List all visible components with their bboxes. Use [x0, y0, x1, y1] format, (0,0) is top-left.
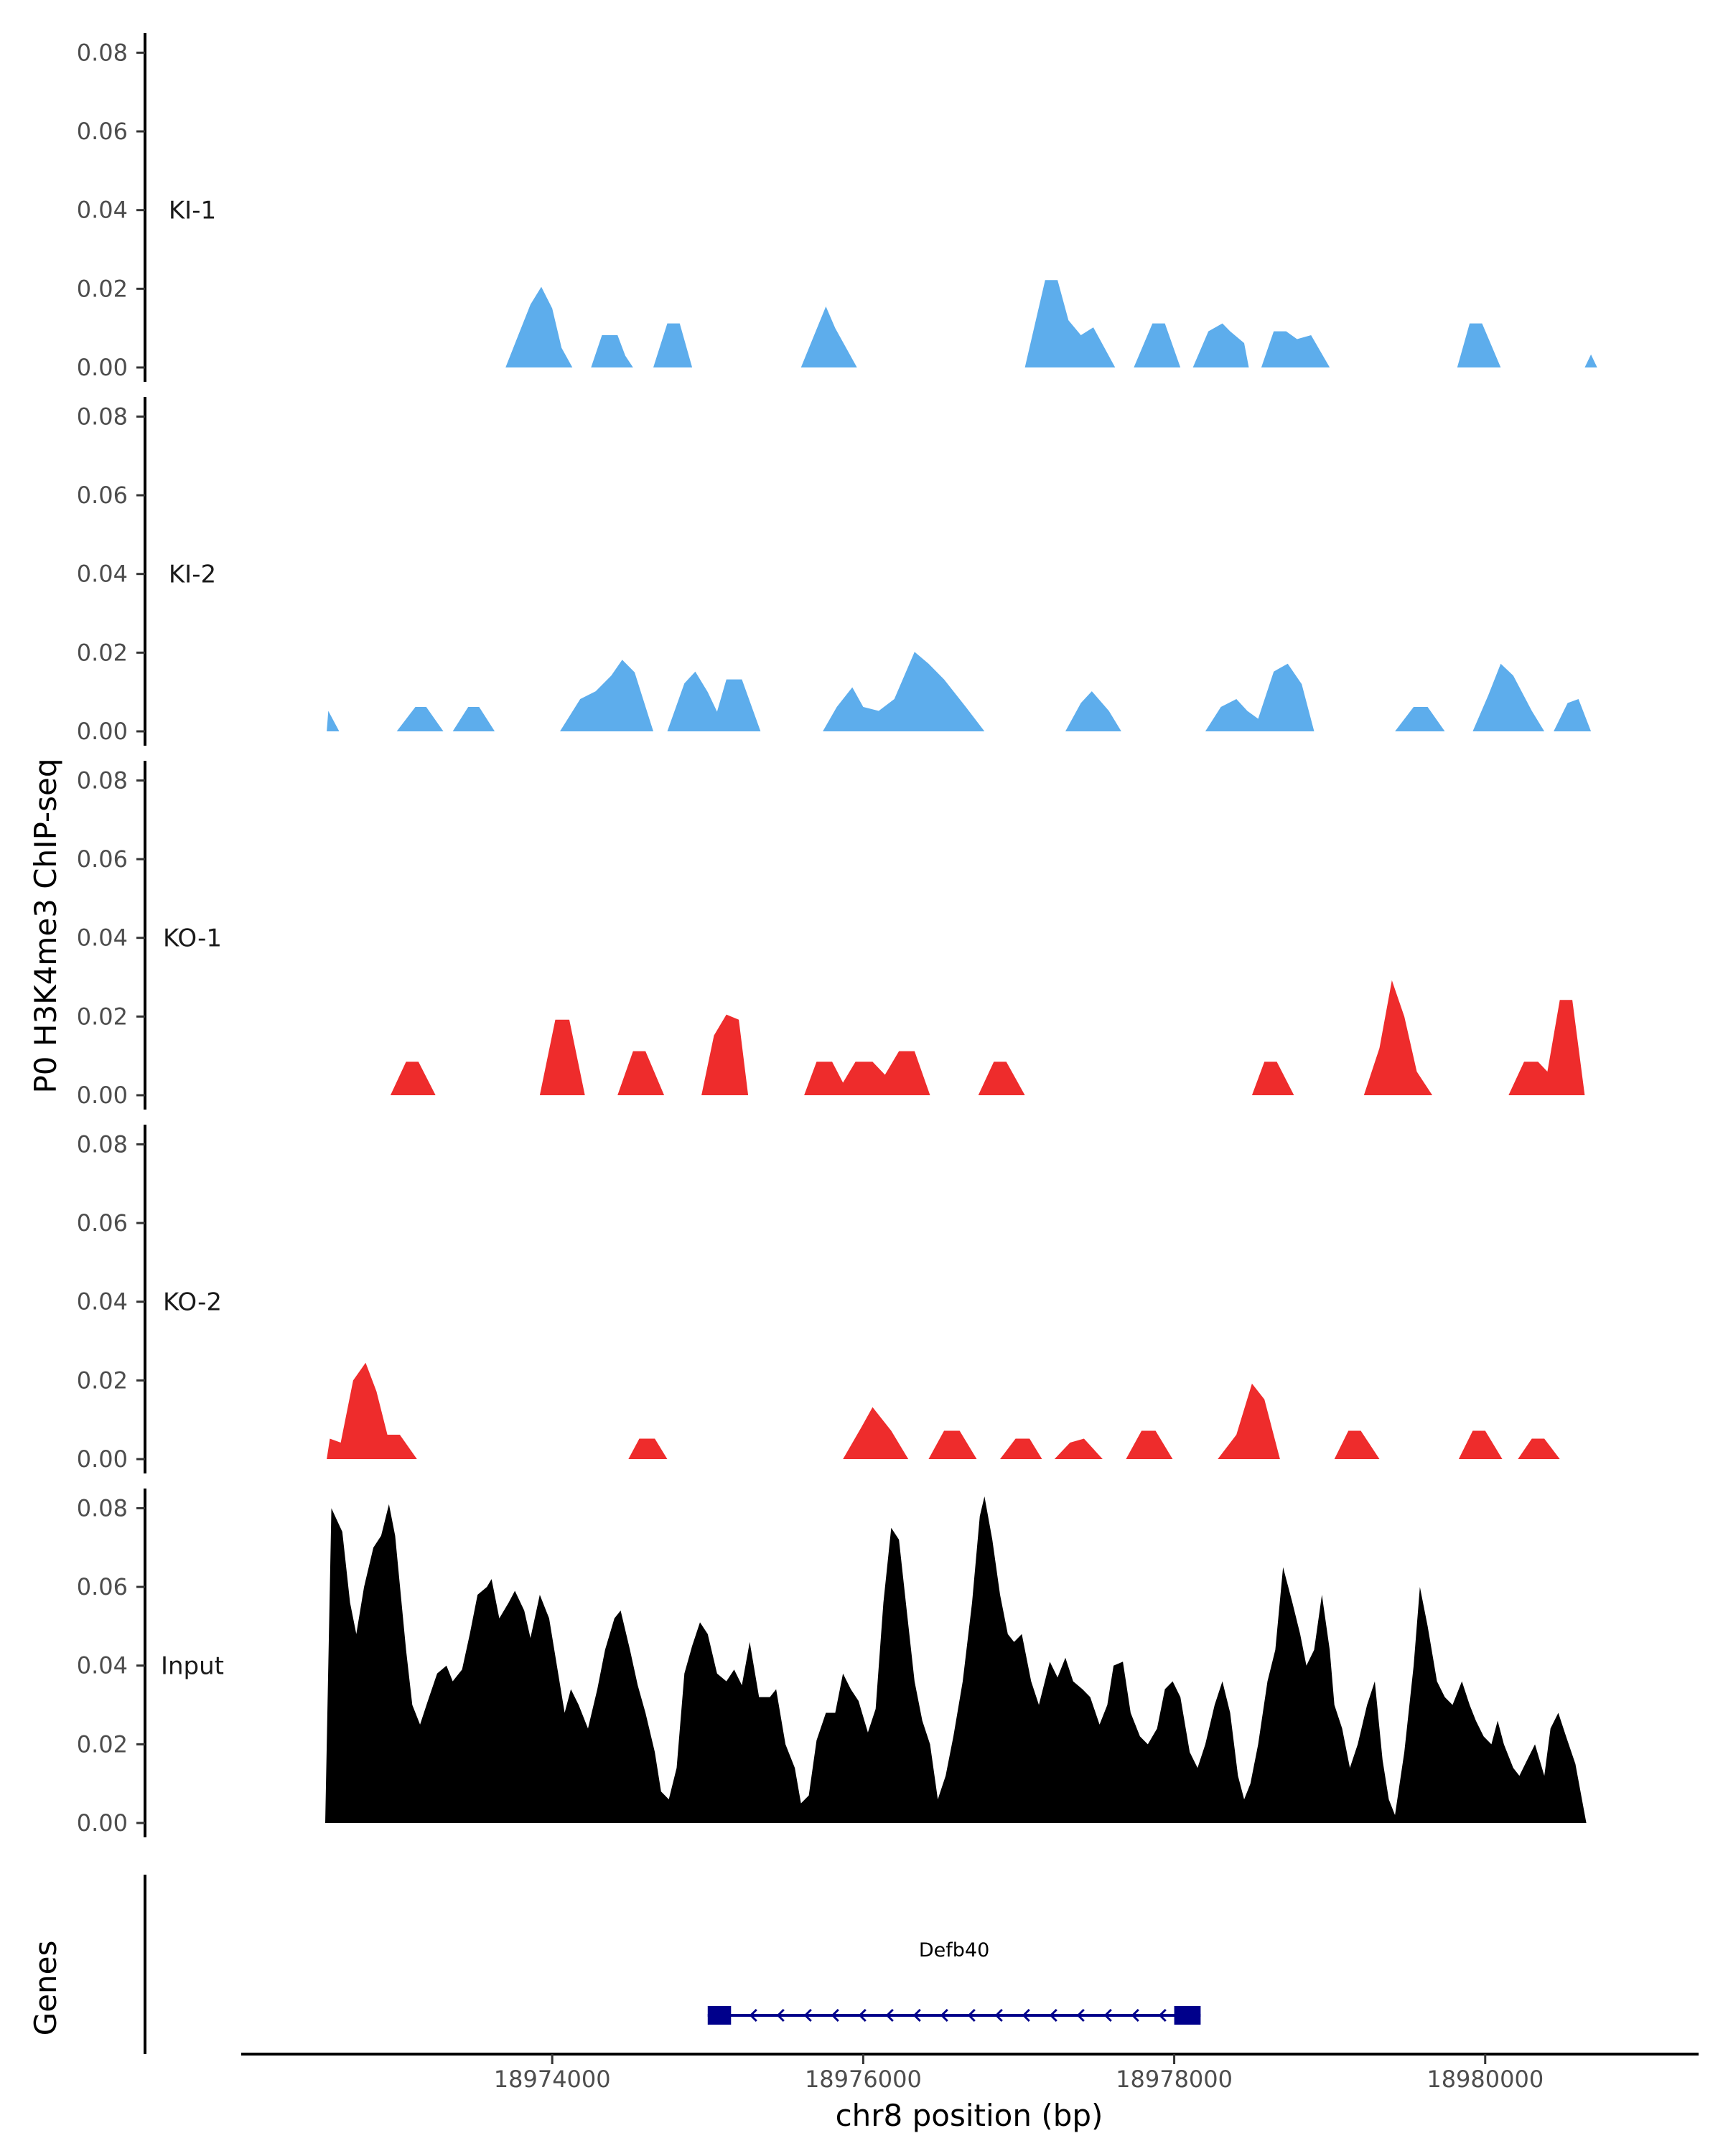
- gene-exon: [707, 2006, 732, 2025]
- y-tick-label: 0.08: [77, 1494, 128, 1522]
- strand-arrow: [1049, 2008, 1057, 2023]
- y-tick-label: 0.04: [77, 197, 128, 224]
- x-axis: 18974000 18976000 18978000 18980000: [241, 2053, 1699, 2093]
- track-label: KO-1: [163, 924, 222, 953]
- y-tick-label: 0.06: [77, 1573, 128, 1600]
- y-tick-label: 0.02: [77, 1367, 128, 1394]
- gene-track: Defb40: [144, 1875, 1201, 2054]
- strand-arrow: [831, 2008, 839, 2023]
- y-tick-label: 0.06: [77, 482, 128, 509]
- strand-arrow: [1131, 2008, 1139, 2023]
- y-tick-label: 0.04: [77, 1288, 128, 1316]
- gene-exon: [1174, 2006, 1201, 2025]
- genes-panel-title: Genes: [28, 1941, 63, 2036]
- track-ki-2: 0.00 0.02 0.04 0.06 0.08 KI-2: [77, 397, 1592, 746]
- strand-arrow: [1022, 2008, 1030, 2023]
- signal-area: [325, 1496, 1587, 1823]
- y-tick-label: 0.00: [77, 354, 128, 381]
- y-tick-label: 0.06: [77, 845, 128, 873]
- strand-arrow: [1103, 2008, 1112, 2023]
- y-tick-label: 0.00: [77, 1445, 128, 1473]
- gene-label: Defb40: [919, 1939, 989, 1962]
- track-label: KI-2: [169, 561, 216, 589]
- signal-area: [327, 652, 1592, 731]
- strand-arrow: [994, 2008, 1003, 2023]
- strand-arrow: [912, 2008, 921, 2023]
- strand-arrow: [885, 2008, 894, 2023]
- y-axis-title: P0 H3K4me3 ChIP-seq: [28, 758, 63, 1093]
- signal-area: [505, 280, 1597, 367]
- y-tick-label: 0.02: [77, 639, 128, 666]
- strand-arrow: [803, 2008, 812, 2023]
- y-tick-label: 0.06: [77, 118, 128, 145]
- strand-arrow: [858, 2008, 867, 2023]
- y-tick-label: 0.00: [77, 1082, 128, 1109]
- y-tick-label: 0.06: [77, 1209, 128, 1237]
- strand-arrow: [776, 2008, 785, 2023]
- gene-defb40: Defb40: [707, 1939, 1201, 2025]
- y-tick-label: 0.08: [77, 403, 128, 430]
- x-tick-label: 18976000: [805, 2066, 922, 2093]
- y-tick-label: 0.02: [77, 1003, 128, 1030]
- y-tick-label: 0.04: [77, 561, 128, 588]
- track-label: KO-2: [163, 1288, 222, 1317]
- y-tick-label: 0.04: [77, 1652, 128, 1679]
- strand-arrow: [967, 2008, 976, 2023]
- y-tick-label: 0.04: [77, 924, 128, 952]
- signal-area: [327, 1362, 1560, 1459]
- tracks-layer: 0.00 0.02 0.04 0.06 0.08 KI-1 0.00 0.02 0.04 0.06…: [77, 33, 1597, 1837]
- track-ko-1: 0.00 0.02 0.04 0.06 0.08 KO-1: [77, 761, 1585, 1110]
- x-tick-label: 18978000: [1116, 2066, 1233, 2093]
- y-tick-label: 0.00: [77, 718, 128, 745]
- track-ki-1: 0.00 0.02 0.04 0.06 0.08 KI-1: [77, 33, 1597, 382]
- x-tick-label: 18974000: [494, 2066, 611, 2093]
- y-tick-label: 0.02: [77, 275, 128, 302]
- y-tick-label: 0.00: [77, 1809, 128, 1837]
- strand-arrow: [749, 2008, 757, 2023]
- track-ko-2: 0.00 0.02 0.04 0.06 0.08 KO-2: [77, 1125, 1560, 1473]
- x-axis-title: chr8 position (bp): [836, 2098, 1103, 2133]
- track-label: KI-1: [169, 197, 216, 225]
- track-input: 0.00 0.02 0.04 0.06 0.08 Input: [77, 1489, 1587, 1837]
- y-tick-label: 0.08: [77, 39, 128, 66]
- strand-arrow: [1076, 2008, 1085, 2023]
- strand-arrow: [1158, 2008, 1167, 2023]
- track-label: Input: [161, 1652, 224, 1681]
- y-tick-label: 0.02: [77, 1730, 128, 1758]
- y-tick-label: 0.08: [77, 767, 128, 794]
- signal-area: [390, 980, 1585, 1095]
- y-tick-label: 0.08: [77, 1130, 128, 1158]
- strand-arrow: [940, 2008, 948, 2023]
- x-tick-label: 18980000: [1427, 2066, 1544, 2093]
